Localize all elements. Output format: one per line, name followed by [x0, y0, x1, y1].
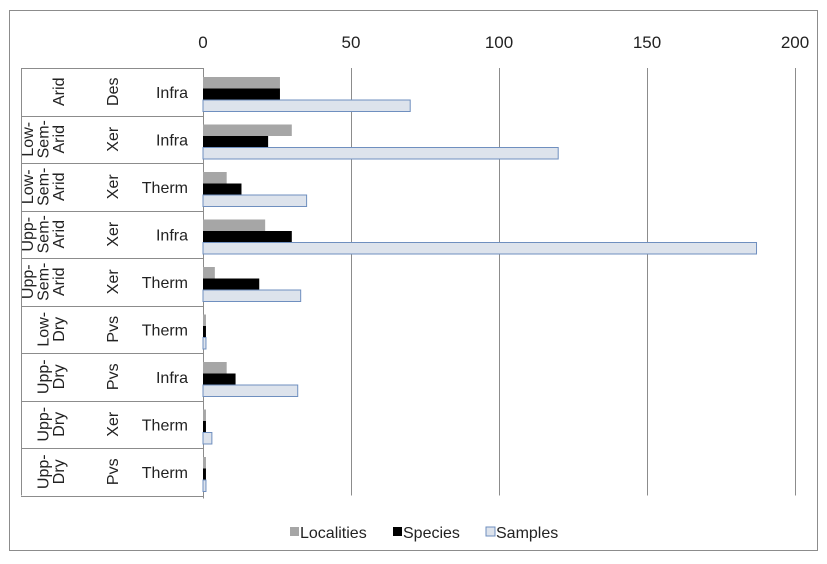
bar-samples-5 [202, 337, 207, 350]
chart-frame [9, 10, 818, 551]
category-label-level3: Therm [142, 275, 188, 292]
bar-species-4 [203, 278, 260, 290]
category-label-level1: Dry [51, 364, 68, 389]
bar-species-3 [203, 231, 292, 243]
category-label-level3: Infra [156, 85, 188, 102]
bar-samples-3 [202, 242, 758, 255]
legend-swatch-samples [485, 526, 496, 537]
category-label-level1: Arid [51, 268, 68, 296]
legend-swatch-species [393, 527, 402, 536]
category-label-level1: Low- [20, 122, 37, 157]
x-tick-label-200: 200 [781, 33, 809, 52]
bar-species-5 [203, 326, 206, 338]
x-tick-label-150: 150 [633, 33, 661, 52]
x-tick-label-50: 50 [342, 33, 361, 52]
category-label-level1: Arid [51, 173, 68, 201]
category-label-level2: Pvs [105, 458, 122, 485]
bar-species-2 [203, 183, 242, 195]
category-label-level1: Sem- [36, 215, 53, 253]
bar-localities-1 [203, 124, 292, 136]
category-label-level1: Upp- [36, 454, 53, 489]
bar-localities-2 [203, 172, 227, 184]
category-label-level2: Des [105, 78, 122, 106]
category-label-level1: Low- [36, 312, 53, 347]
bar-localities-7 [203, 409, 206, 421]
bar-localities-8 [203, 457, 206, 469]
x-tick-label-0: 0 [198, 33, 207, 52]
category-label-level1: Arid [51, 78, 68, 106]
category-label-level3: Therm [142, 465, 188, 482]
bar-localities-4 [203, 267, 215, 279]
category-label-level2: Xer [105, 411, 122, 437]
bar-samples-4 [202, 289, 302, 302]
category-label-level2: Xer [105, 174, 122, 200]
legend-label-samples: Samples [496, 525, 558, 542]
category-label-level1: Upp- [36, 359, 53, 394]
category-label-level3: Therm [142, 322, 188, 339]
bar-samples-0 [202, 99, 411, 112]
category-label-level2: Xer [105, 126, 122, 152]
legend-swatch-localities [290, 527, 299, 536]
bar-localities-5 [203, 314, 206, 326]
bar-samples-6 [202, 384, 299, 397]
category-label-level1: Arid [51, 125, 68, 153]
bar-species-7 [203, 421, 206, 433]
category-label-level3: Therm [142, 417, 188, 434]
category-label-level1: Dry [51, 317, 68, 342]
bar-localities-6 [203, 362, 227, 374]
category-label-level1: Sem- [36, 120, 53, 158]
category-label-level3: Therm [142, 180, 188, 197]
legend-label-species: Species [403, 525, 460, 542]
category-label-level1: Low- [20, 169, 37, 204]
category-label-level2: Pvs [105, 363, 122, 390]
bar-samples-2 [202, 194, 308, 207]
bar-species-0 [203, 88, 280, 100]
category-label-level3: Infra [156, 370, 188, 387]
bar-species-6 [203, 373, 236, 385]
category-label-level1: Upp- [20, 264, 37, 299]
bar-samples-8 [202, 479, 207, 492]
category-label-level2: Pvs [105, 316, 122, 343]
bar-localities-3 [203, 219, 266, 231]
category-label-level3: Infra [156, 227, 188, 244]
bar-samples-1 [202, 147, 559, 160]
x-tick-label-100: 100 [485, 33, 513, 52]
category-label-level3: Infra [156, 132, 188, 149]
category-label-level1: Arid [51, 220, 68, 248]
category-label-level1: Sem- [36, 168, 53, 206]
bar-species-8 [203, 468, 206, 480]
bar-samples-7 [202, 432, 213, 445]
bar-localities-0 [203, 77, 280, 89]
category-label-level1: Dry [51, 412, 68, 437]
category-label-level1: Sem- [36, 263, 53, 301]
bar-species-1 [203, 136, 269, 148]
category-label-level1: Upp- [20, 217, 37, 252]
category-label-level2: Xer [105, 269, 122, 295]
category-label-level2: Xer [105, 221, 122, 247]
legend-label-localities: Localities [300, 525, 367, 542]
category-label-level1: Dry [51, 459, 68, 484]
category-label-level1: Upp- [36, 407, 53, 442]
